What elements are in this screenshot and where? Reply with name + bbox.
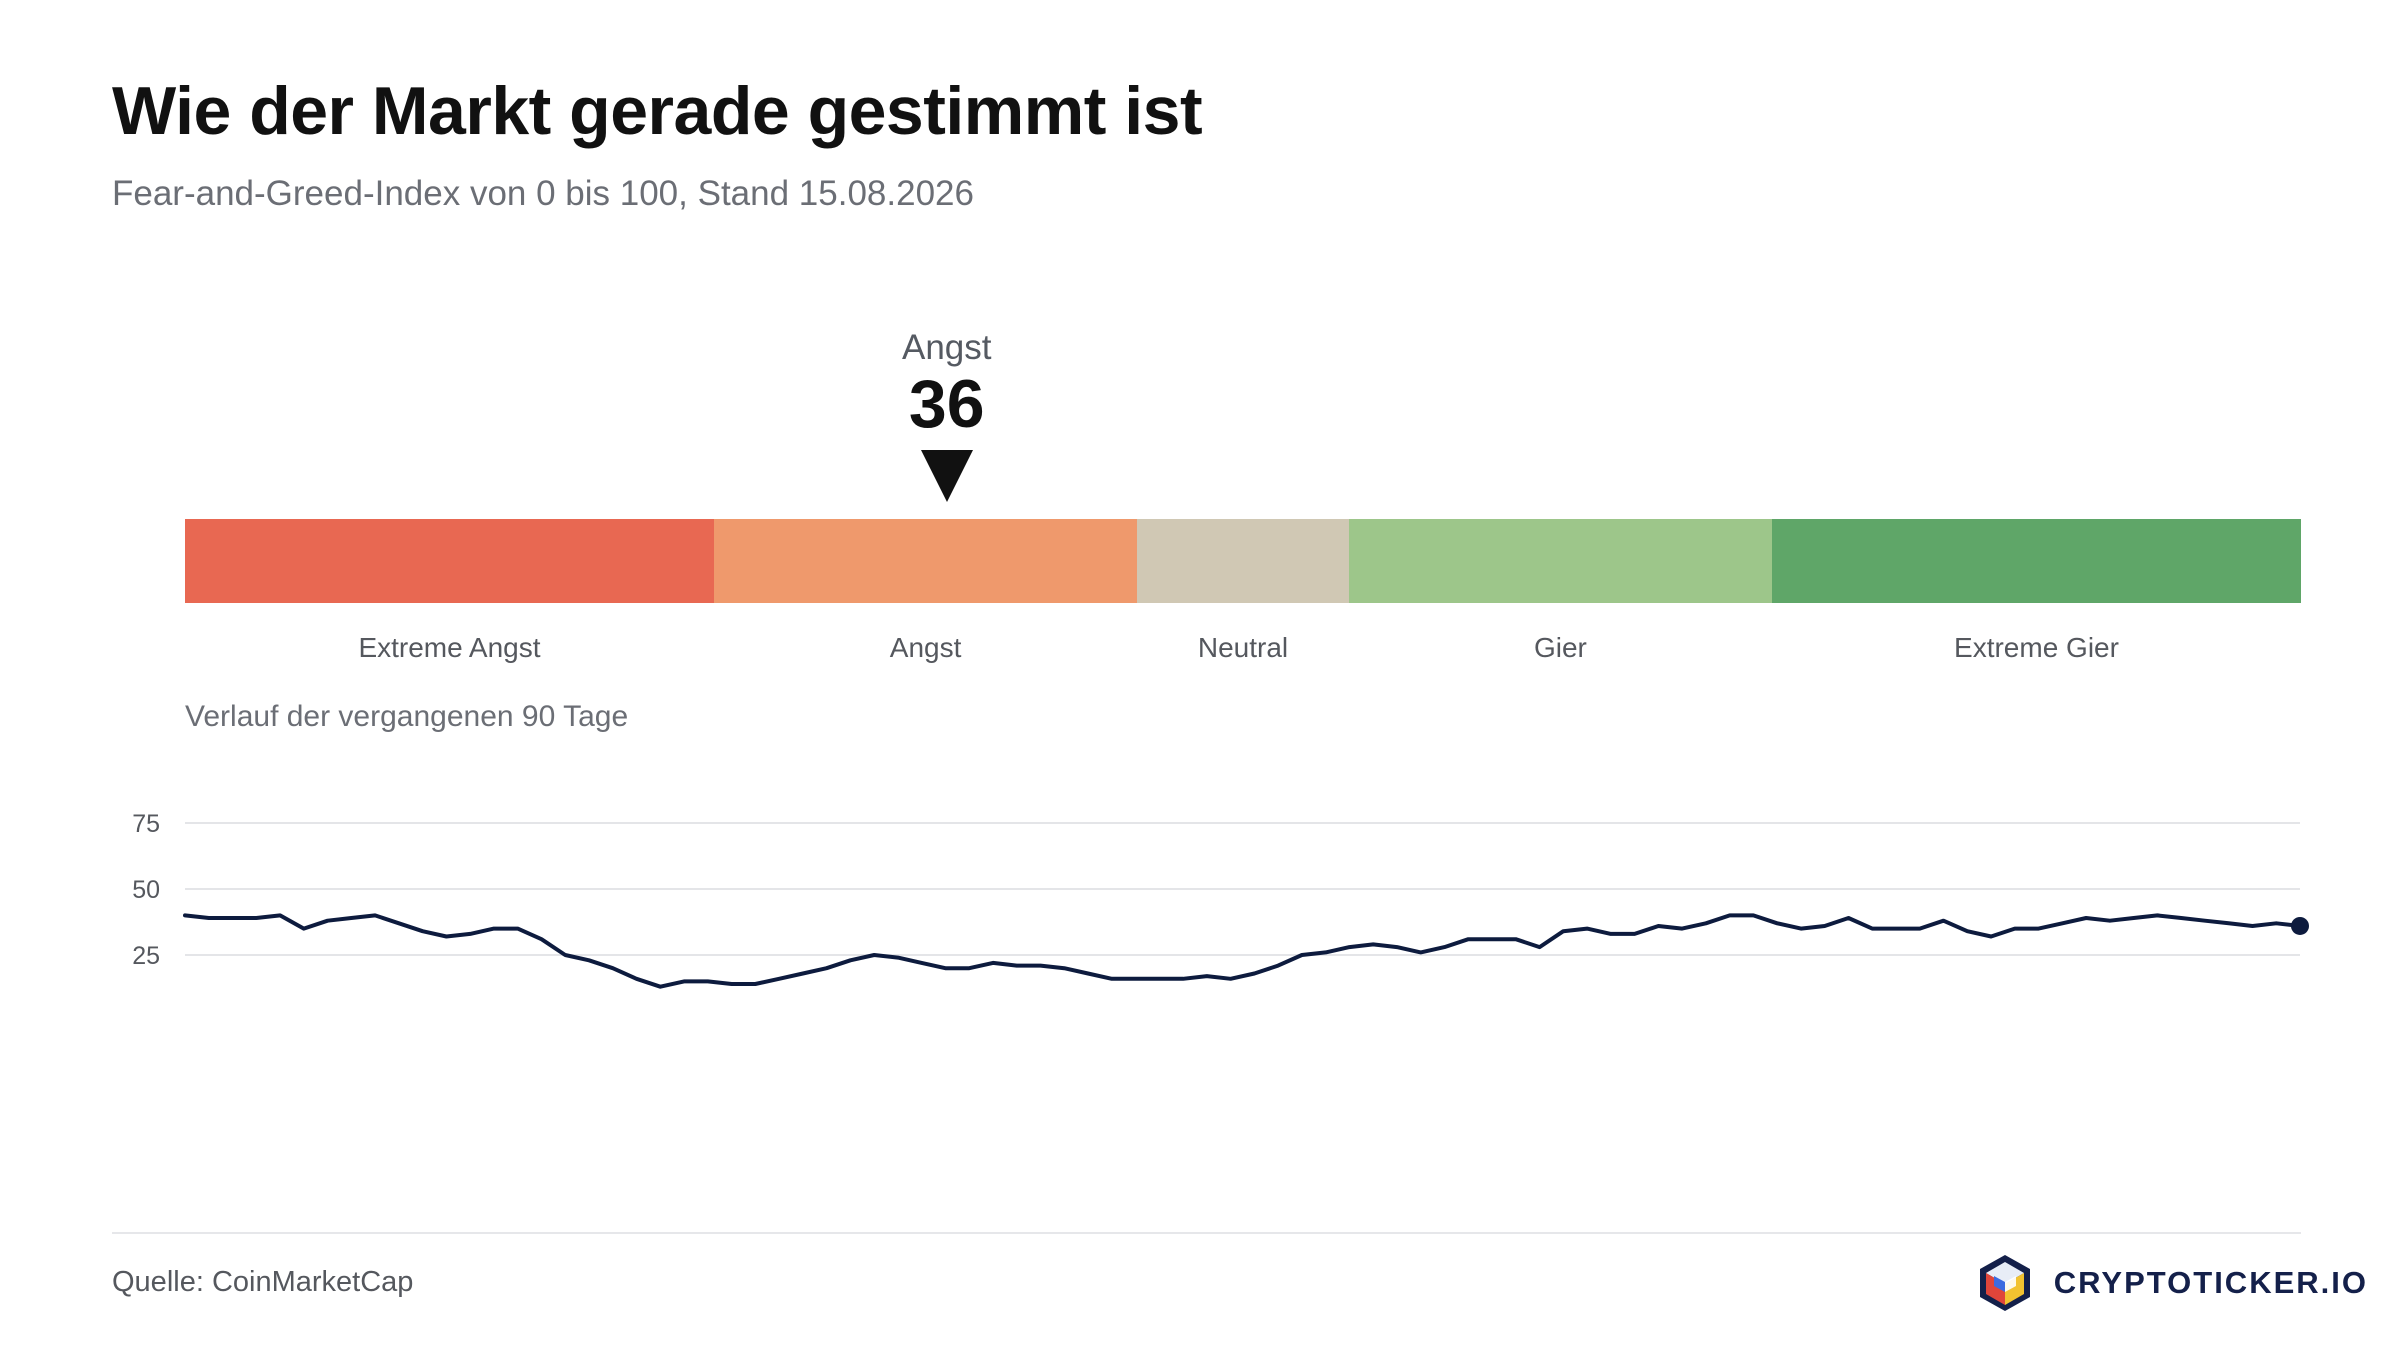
scale-label-extreme-fear: Extreme Angst [358, 632, 541, 663]
scale-segment-extreme-greed [1771, 519, 2301, 603]
scale-segment-neutral [1137, 519, 1349, 603]
current-indicator: Angst 36 [887, 328, 1007, 440]
indicator-arrow-icon [920, 450, 973, 502]
latest-value-point [2291, 916, 2309, 935]
scale-label-fear: Angst [889, 632, 962, 663]
footer-divider [112, 1232, 2301, 1234]
y-tick-label-50: 50 [132, 876, 160, 904]
sentiment-scale [185, 519, 2301, 603]
cube-logo-icon [1979, 1255, 2030, 1311]
scale-label-greed: Gier [1533, 632, 1587, 663]
current-label: Angst [902, 328, 992, 367]
y-tick-label-25: 25 [132, 942, 160, 970]
scale-segment-fear [714, 519, 1138, 603]
scale-segment-extreme-fear [185, 519, 714, 603]
chart-title: Wie der Markt gerade gestimmt ist [112, 73, 1203, 149]
scale-label-neutral: Neutral [1197, 632, 1289, 663]
history-series-line [183, 913, 2302, 989]
brand-name: CRYPTOTICKER.IO [2053, 1265, 2368, 1300]
scale-segment-greed [1348, 519, 1772, 603]
brand: CRYPTOTICKER.IO [1974, 1252, 2368, 1314]
history-caption: Verlauf der vergangenen 90 Tage [185, 700, 629, 733]
current-value: 36 [908, 366, 985, 442]
source-note: Quelle: CoinMarketCap [112, 1266, 414, 1298]
history-line-chart: 25 50 75 [132, 810, 2309, 989]
chart-subtitle: Fear-and-Greed-Index von 0 bis 100, Stan… [112, 174, 974, 213]
y-tick-label-75: 75 [132, 810, 160, 838]
scale-label-extreme-greed: Extreme Gier [1954, 632, 2119, 663]
